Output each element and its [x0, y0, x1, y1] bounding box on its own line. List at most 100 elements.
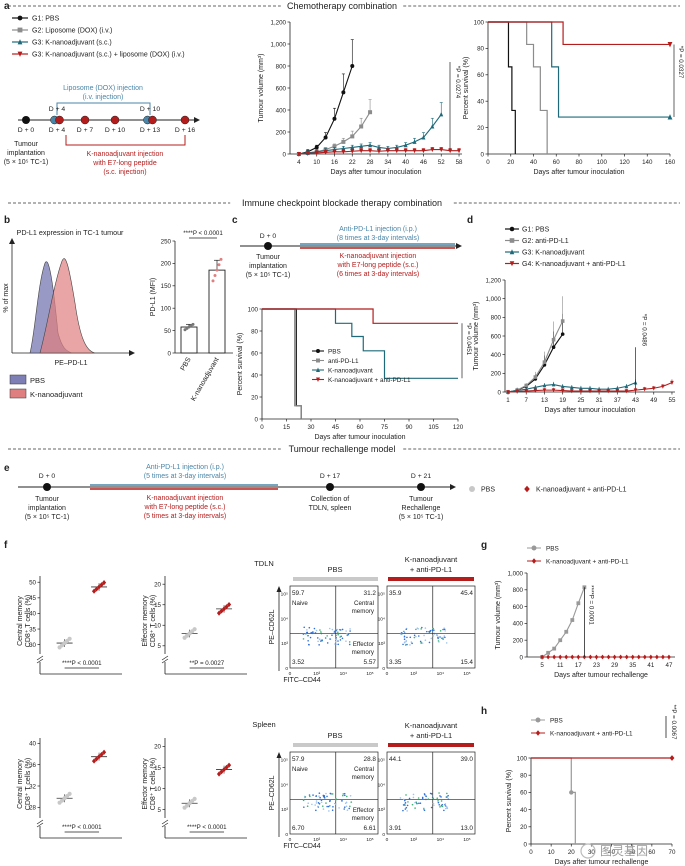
- tumour-g-point: [558, 638, 563, 643]
- flow-tdln-kn-event: [415, 628, 417, 631]
- survival-a-x-axis-label: Days after tumour inoculation: [533, 169, 624, 176]
- tdln-cm-dot: [94, 586, 99, 592]
- tumour-d-point: [597, 389, 601, 394]
- survival-c-y-tick-label: 20: [251, 394, 258, 401]
- survival-c-x-tick-label: 30: [308, 424, 315, 431]
- flow-spleen-kn-event: [411, 803, 414, 806]
- tumour-g-point: [642, 654, 647, 660]
- tumour-a-point: [323, 135, 328, 140]
- flow-spleen-kn-event: [440, 796, 442, 798]
- flow-tdln-kn-event: [405, 640, 407, 643]
- flow-tdln-pbs-q-naive: 59.7: [292, 590, 305, 597]
- flow-spleen-pbs-event: [328, 810, 330, 812]
- flow-spleen-kn-event: [433, 804, 435, 807]
- flow-tdln-pbs-event: [326, 642, 329, 644]
- flow-spleen-pbs-header-bar: [293, 743, 378, 747]
- flow-spleen-kn-event: [406, 804, 409, 807]
- legend-g-combo: K-nanoadjuvant + anti-PD-L1: [546, 559, 629, 566]
- anti-pdl1-label-e: Anti-PD-L1 injection (i.p.): [146, 464, 224, 471]
- flow-tdln-pbs-event: [349, 630, 351, 632]
- tumour-a-point: [430, 147, 435, 153]
- legend-c-marker: [316, 367, 320, 372]
- flow-tdln-kn-event: [425, 630, 428, 633]
- implantation-label-c: implantation: [249, 263, 287, 270]
- flow-tdln-kn-event: [400, 633, 402, 636]
- flow-tdln-kn-event: [413, 634, 416, 637]
- flow-spleen-pbs-header: PBS: [327, 731, 342, 740]
- survival-a-x-tick-label: 60: [553, 159, 560, 166]
- survival-a-y-tick-label: 40: [477, 99, 484, 106]
- implantation-label-e: (5 × 10⁵ TC-1): [25, 514, 70, 521]
- tumour-a-point: [430, 124, 435, 129]
- flow-tdln-kn-event: [406, 643, 408, 646]
- flow-tdln-kn-event: [404, 644, 407, 646]
- legend-c-item: K-nanoadjuvant: [328, 367, 373, 374]
- legend-b-knano: K-nanoadjuvant: [30, 390, 83, 399]
- flow-tdln-kn-event: [409, 644, 411, 646]
- tumour-g-point: [546, 654, 551, 660]
- flow-tdln-kn-x-tick-label: 10⁴: [437, 671, 444, 677]
- flow-tdln-kn-event: [431, 629, 434, 632]
- bar-b-y-tick-label: 200: [161, 261, 172, 268]
- spleen-em-dot: [221, 766, 227, 773]
- histogram-x-arrow: [129, 350, 135, 356]
- tumour-g-x-tick-label: 35: [629, 662, 636, 669]
- survival-a-x-tick-label: 160: [665, 159, 676, 166]
- bar-b-dot: [213, 273, 217, 277]
- tumour-g-point: [600, 654, 605, 660]
- tumour-a-point: [457, 148, 462, 154]
- bar-b-category-label: PBS: [180, 356, 193, 372]
- flow-spleen-kn-y-tick-label: 0: [382, 832, 385, 838]
- tumour-g-y-tick-label: 800: [513, 587, 524, 594]
- tumour-d-point: [560, 319, 565, 323]
- spleen-em-dot: [226, 762, 232, 768]
- tumour-a-point: [359, 124, 364, 129]
- knano-bracket-a: [65, 135, 186, 146]
- flow-spleen-pbs-label-central-2: memory: [352, 774, 375, 781]
- flow-tdln-pbs-event: [326, 635, 328, 637]
- flow-tdln-kn-event: [410, 641, 413, 643]
- timeline-a-dot: [22, 116, 30, 124]
- tumour-a-point: [394, 148, 399, 154]
- tdln-em-axis-break: [161, 655, 169, 661]
- spleen-em-dot: [224, 764, 229, 770]
- flow-spleen-pbs-label-effector: Effector: [353, 807, 374, 814]
- tumour-a-y-tick-label: 0: [283, 151, 287, 158]
- implantation-label-e: Tumour: [35, 496, 60, 503]
- flow-tdln-kn-event: [423, 634, 425, 637]
- flow-spleen-kn-event: [414, 801, 416, 804]
- flow-spleen-pbs-event: [306, 805, 309, 808]
- survival-h-y-tick-label: 80: [520, 773, 527, 780]
- flow-tdln-kn-event: [433, 629, 435, 631]
- survival-a-x-tick-label: 120: [619, 159, 630, 166]
- survival-c-pvalue: *P = 0.0451: [465, 323, 472, 356]
- survival-h-pvalue: **P = 0.0067: [670, 705, 677, 740]
- tumour-g-point: [540, 654, 545, 660]
- flow-spleen-kn-event: [429, 792, 432, 795]
- tdln-title: TDLN: [254, 559, 274, 568]
- panel-letter-g: g: [481, 540, 487, 551]
- knano-label-e: K-nanoadjuvant injection: [147, 495, 224, 502]
- survival-c-y-axis-label: Percent survival (%): [237, 333, 244, 396]
- liposome-injection-label: Liposome (DOX) injection: [63, 85, 143, 92]
- tumour-a-point: [350, 134, 355, 139]
- flow-tdln-kn-frame: [386, 585, 476, 669]
- tumour-a-x-tick-label: 28: [367, 159, 374, 166]
- tumour-g-point: [606, 654, 611, 660]
- tumour-a-point: [368, 148, 373, 154]
- tumour-d-point: [542, 383, 547, 388]
- knano-label-e: with E7-long peptide (s.c.): [144, 504, 226, 511]
- spleen-em-y-tick-label: 15: [154, 765, 161, 772]
- tumour-a-x-tick-label: 10: [313, 159, 320, 166]
- flow-tdln-pbs-event: [329, 638, 331, 640]
- spleen-em-dot: [219, 769, 224, 775]
- flow-spleen-pbs-q-naive: 57.9: [292, 756, 305, 763]
- tumour-a-point: [332, 144, 337, 149]
- tumour-d-x-tick-label: 7: [525, 397, 529, 404]
- legend-e-combo-marker: [524, 485, 530, 493]
- flow-spleen-kn-event: [436, 797, 439, 800]
- spleen-cm-dot: [91, 758, 97, 764]
- legend-c-item: anti-PD-L1: [328, 358, 359, 365]
- legend-h-pbs-marker: [535, 717, 541, 723]
